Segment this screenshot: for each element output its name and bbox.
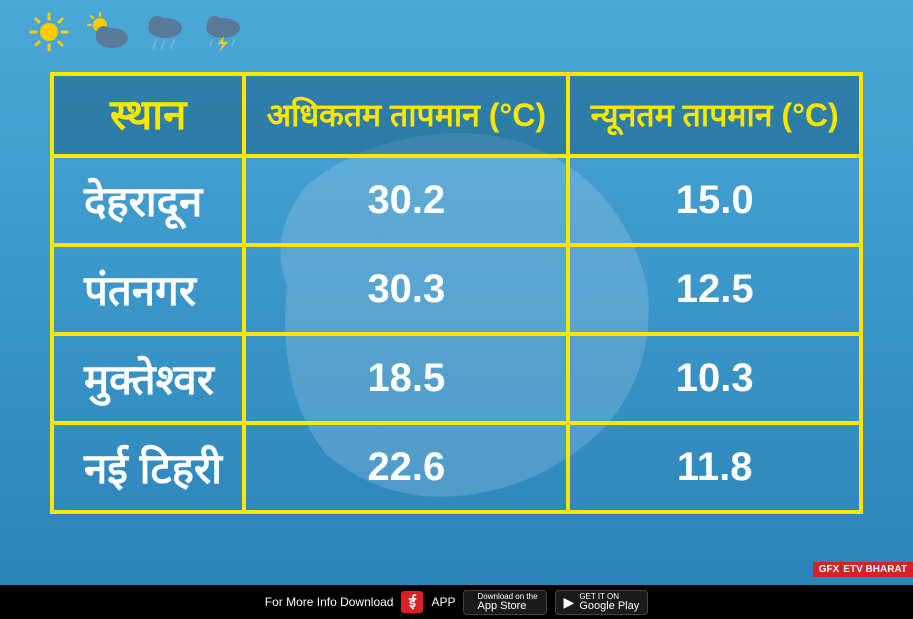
gfx-brand: ETV BHARAT [843, 564, 907, 575]
cell-min: 10.3 [568, 334, 861, 423]
weather-table: स्थानअधिकतम तापमान (°C)न्यूनतम तापमान (°… [50, 72, 863, 514]
cell-max: 30.3 [244, 245, 568, 334]
etv-logo-icon: ई [401, 591, 423, 613]
column-header-min: न्यूनतम तापमान (°C) [568, 74, 861, 156]
weather-icons-row [24, 10, 248, 55]
appstore-badge[interactable]: Download on the App Store [463, 590, 546, 615]
weather-table-container: स्थानअधिकतम तापमान (°C)न्यूनतम तापमान (°… [50, 72, 863, 514]
column-header-place: स्थान [52, 74, 244, 156]
cell-max: 22.6 [244, 423, 568, 512]
column-header-max: अधिकतम तापमान (°C) [244, 74, 568, 156]
table-row: नई टिहरी22.611.8 [52, 423, 861, 512]
partly-cloudy-icon [82, 10, 132, 55]
cell-place: देहरादून [52, 156, 244, 245]
thunder-icon [198, 10, 248, 55]
footer-app-text: APP [431, 595, 455, 609]
footer-text: For More Info Download [265, 595, 394, 609]
rain-icon [140, 10, 190, 55]
appstore-big: App Store [477, 601, 537, 612]
cell-min: 12.5 [568, 245, 861, 334]
googleplay-badge[interactable]: ▶ GET IT ON Google Play [555, 590, 649, 615]
cell-place: पंतनगर [52, 245, 244, 334]
footer-bar: For More Info Download ई APP Download on… [0, 585, 913, 619]
play-big: Google Play [579, 601, 639, 612]
table-row: मुक्तेश्वर18.510.3 [52, 334, 861, 423]
sun-icon [24, 10, 74, 55]
cell-min: 11.8 [568, 423, 861, 512]
table-row: देहरादून30.215.0 [52, 156, 861, 245]
gfx-label: GFX [819, 564, 840, 575]
gfx-brand-tag: GFX ETV BHARAT [813, 562, 913, 577]
play-icon: ▶ [564, 595, 575, 609]
cell-max: 30.2 [244, 156, 568, 245]
cell-min: 15.0 [568, 156, 861, 245]
cell-place: नई टिहरी [52, 423, 244, 512]
cell-max: 18.5 [244, 334, 568, 423]
table-row: पंतनगर30.312.5 [52, 245, 861, 334]
cell-place: मुक्तेश्वर [52, 334, 244, 423]
